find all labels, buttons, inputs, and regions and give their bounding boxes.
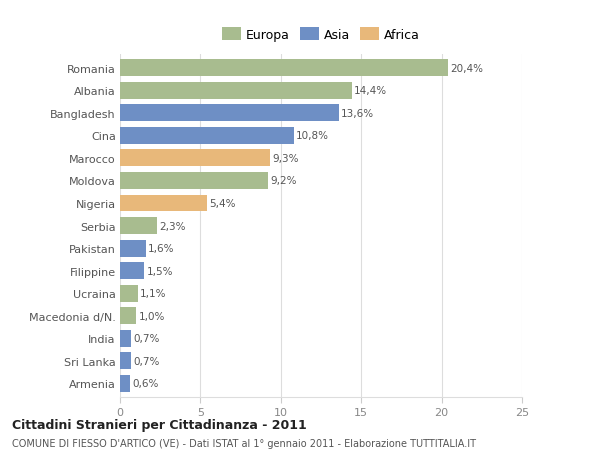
- Text: 1,5%: 1,5%: [146, 266, 173, 276]
- Text: 9,3%: 9,3%: [272, 154, 298, 163]
- Text: 1,0%: 1,0%: [139, 311, 165, 321]
- Bar: [120, 150, 269, 167]
- Text: 1,1%: 1,1%: [140, 289, 167, 298]
- Bar: [120, 60, 448, 77]
- Text: 9,2%: 9,2%: [271, 176, 297, 186]
- Text: 13,6%: 13,6%: [341, 109, 374, 118]
- Bar: [120, 263, 144, 280]
- Text: 10,8%: 10,8%: [296, 131, 329, 141]
- Bar: [120, 240, 146, 257]
- Text: Cittadini Stranieri per Cittadinanza - 2011: Cittadini Stranieri per Cittadinanza - 2…: [12, 418, 307, 431]
- Bar: [120, 173, 268, 190]
- Bar: [120, 128, 293, 145]
- Bar: [120, 353, 131, 369]
- Text: 2,3%: 2,3%: [160, 221, 186, 231]
- Text: 20,4%: 20,4%: [451, 64, 484, 73]
- Bar: [120, 83, 352, 100]
- Bar: [120, 308, 136, 325]
- Text: 1,6%: 1,6%: [148, 244, 175, 253]
- Bar: [120, 195, 207, 212]
- Bar: [120, 285, 137, 302]
- Bar: [120, 330, 131, 347]
- Text: COMUNE DI FIESSO D'ARTICO (VE) - Dati ISTAT al 1° gennaio 2011 - Elaborazione TU: COMUNE DI FIESSO D'ARTICO (VE) - Dati IS…: [12, 438, 476, 448]
- Text: 0,7%: 0,7%: [134, 356, 160, 366]
- Legend: Europa, Asia, Africa: Europa, Asia, Africa: [218, 24, 424, 45]
- Text: 5,4%: 5,4%: [209, 199, 236, 208]
- Text: 14,4%: 14,4%: [354, 86, 387, 96]
- Bar: [120, 105, 338, 122]
- Text: 0,6%: 0,6%: [132, 379, 158, 388]
- Text: 0,7%: 0,7%: [134, 334, 160, 343]
- Bar: [120, 375, 130, 392]
- Bar: [120, 218, 157, 235]
